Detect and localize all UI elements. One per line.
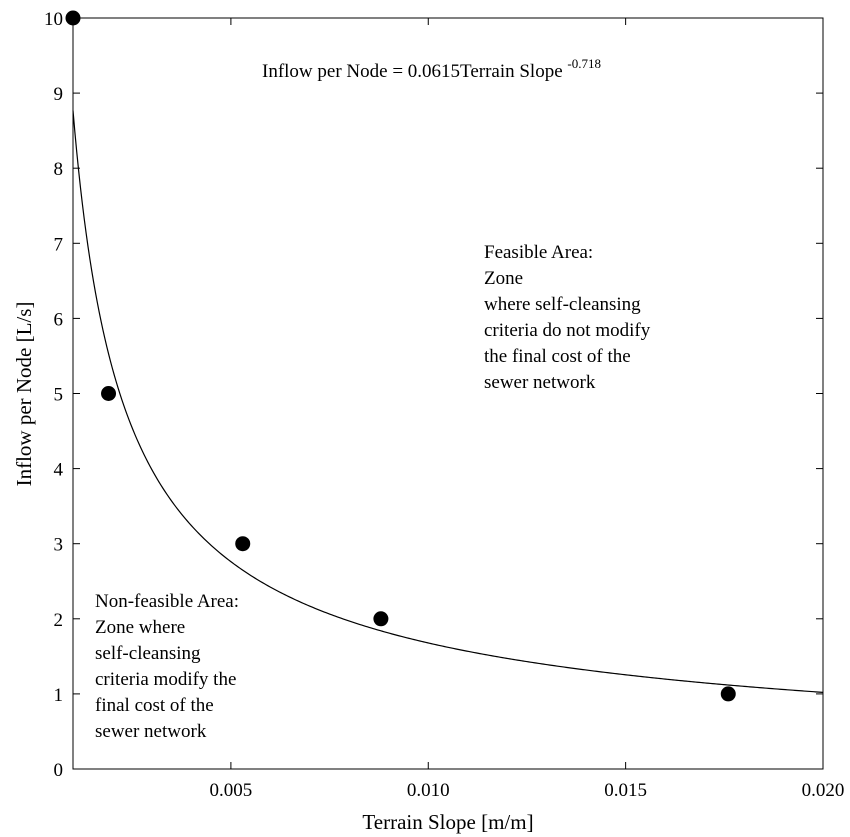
feasible-area-annotation: Feasible Area: Zone where self-cleansing… [484,242,651,393]
feasible-line-6: sewer network [484,372,596,393]
data-points [65,10,736,702]
y-tick-label: 2 [54,610,64,631]
non-feasible-line-1: Non-feasible Area: [95,591,239,612]
feasible-line-3: where self-cleansing [484,294,641,315]
fit-equation: Inflow per Node = 0.0615Terrain Slope -0… [262,56,601,82]
fit-equation-exponent: -0.718 [567,56,601,71]
y-tick-label: 6 [54,309,64,330]
x-tick-label: 0.015 [604,780,647,801]
fit-curve [72,110,824,693]
data-point [235,536,251,552]
y-tick-label: 4 [54,460,64,481]
y-axis-ticks: 0 1 2 3 4 5 6 7 8 9 10 [44,9,823,781]
y-tick-label: 0 [54,760,64,781]
y-tick-label: 10 [44,9,63,30]
y-tick-label: 9 [54,84,64,105]
x-tick-label: 0.005 [210,780,253,801]
y-tick-label: 5 [54,385,64,406]
feasible-line-5: the final cost of the [484,346,631,367]
non-feasible-line-4: criteria modify the [95,669,236,690]
data-point [373,611,389,627]
x-tick-label: 0.020 [802,780,845,801]
non-feasible-area-annotation: Non-feasible Area: Zone where self-clean… [95,591,239,742]
x-tick-label: 0.010 [407,780,450,801]
feasible-line-4: criteria do not modify [484,320,651,341]
y-tick-label: 8 [54,159,64,180]
feasible-line-1: Feasible Area: [484,242,593,263]
data-point [65,10,81,26]
x-axis-title: Terrain Slope [m/m] [362,810,533,834]
non-feasible-line-3: self-cleansing [95,643,201,664]
fit-equation-main: Inflow per Node = 0.0615Terrain Slope [262,61,563,82]
y-tick-label: 3 [54,535,64,556]
y-tick-label: 1 [54,685,64,706]
y-axis-title: Inflow per Node [L/s] [12,302,36,487]
x-axis-ticks: 0.005 0.010 0.015 0.020 [210,18,845,801]
non-feasible-line-2: Zone where [95,617,185,638]
feasible-line-2: Zone [484,268,523,289]
non-feasible-line-5: final cost of the [95,695,214,716]
y-tick-label: 7 [54,234,64,255]
non-feasible-line-6: sewer network [95,721,207,742]
data-point [720,686,736,702]
data-point [101,386,117,401]
